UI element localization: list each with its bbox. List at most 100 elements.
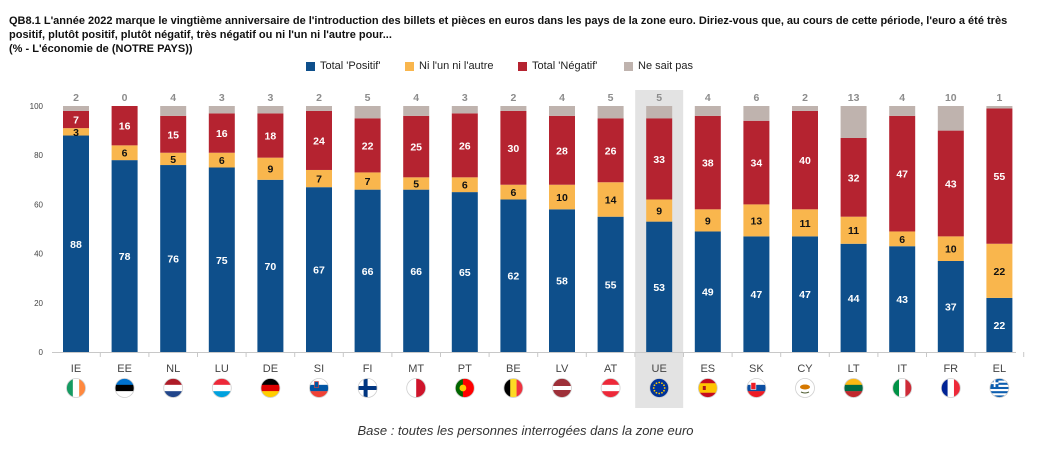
- data-label-nsp: 2: [73, 92, 79, 104]
- bar-segment-ni: [646, 199, 673, 222]
- y-tick-label: 80: [34, 151, 43, 160]
- bar-segment-ni: [160, 152, 187, 166]
- lu-flag-icon: [211, 378, 232, 398]
- data-label-positif: 47: [799, 289, 811, 301]
- bar-segment-ni: [208, 152, 235, 168]
- bar-segment-ni: [986, 243, 1013, 298]
- data-label-nsp: 2: [316, 92, 322, 104]
- data-label-negatif: 30: [508, 143, 520, 155]
- data-label-nsp: 1: [996, 92, 1002, 104]
- data-label-positif: 44: [848, 293, 860, 305]
- y-tick-label: 60: [34, 200, 43, 209]
- bar-segment-negatif: [306, 110, 332, 170]
- y-tick-label: 0: [39, 348, 44, 357]
- y-tick-label: 20: [34, 299, 43, 308]
- bar-segment-positif: [597, 216, 624, 352]
- fr-flag-icon: [940, 378, 961, 398]
- data-label-positif: 65: [459, 267, 471, 279]
- bar-segment-negatif: [549, 115, 575, 185]
- bar-segment-nsp: [694, 106, 721, 116]
- bar-segment-positif: [986, 297, 1013, 352]
- bar-segment-nsp: [743, 106, 770, 121]
- title-line-1: QB8.1 L'année 2022 marque le vingtième a…: [9, 15, 1008, 27]
- data-label-ni: 9: [705, 215, 711, 227]
- title-line-3: (% - L'économie de (NOTRE PAYS)): [9, 43, 193, 55]
- data-label-negatif: 38: [702, 158, 714, 170]
- data-label-negatif: 33: [653, 154, 665, 166]
- legend-swatch: [518, 61, 527, 71]
- bar-segment-nsp: [646, 106, 673, 119]
- data-label-ni: 3: [73, 127, 79, 139]
- data-label-positif: 76: [167, 254, 179, 266]
- legend-swatch: [306, 61, 315, 71]
- category-label: SI: [314, 363, 324, 375]
- bar-segment-negatif: [646, 118, 673, 200]
- bar-segment-negatif: [451, 113, 478, 178]
- bar-segment-positif: [646, 221, 673, 352]
- data-label-nsp: 0: [122, 92, 128, 104]
- bar-segment-negatif: [889, 115, 916, 232]
- bar-segment-positif: [354, 189, 381, 352]
- legend-label: Ne sait pas: [638, 60, 694, 72]
- data-label-ni: 10: [945, 244, 957, 256]
- data-label-ni: 14: [605, 194, 617, 206]
- bar-segment-positif: [549, 209, 575, 352]
- bar-segment-positif: [403, 189, 430, 352]
- category-label: LT: [848, 363, 860, 375]
- bar-segment-positif: [743, 236, 770, 352]
- bar-segment-nsp: [937, 106, 964, 131]
- data-label-positif: 49: [702, 287, 714, 299]
- es-flag-icon: [697, 378, 718, 398]
- data-label-negatif: 22: [362, 140, 374, 152]
- bar-segment-nsp: [306, 106, 332, 111]
- data-label-nsp: 10: [945, 92, 957, 104]
- bar-segment-ni: [451, 177, 478, 193]
- data-label-ni: 5: [170, 154, 176, 166]
- bar-segment-nsp: [63, 106, 89, 111]
- data-label-positif: 66: [362, 266, 374, 278]
- chart-legend: Total 'Positif' Ni l'un ni l'autre Total '…: [0, 60, 1051, 76]
- bar-segment-negatif: [840, 137, 867, 217]
- de-flag-icon: [260, 378, 281, 398]
- bar-segment-positif: [937, 260, 964, 352]
- data-label-positif: 62: [508, 271, 520, 283]
- bar-segment-ni: [500, 184, 527, 200]
- bar-segment-nsp: [451, 106, 478, 114]
- title-line-2: positif, plutôt positif, plutôt négatif,…: [9, 29, 392, 41]
- bar-segment-positif: [451, 192, 478, 352]
- bar-segment-negatif: [63, 110, 89, 129]
- bar-segment-nsp: [889, 106, 916, 116]
- bar-segment-positif: [257, 179, 284, 352]
- data-label-ni: 6: [510, 187, 516, 199]
- data-label-positif: 78: [119, 251, 131, 263]
- legend-swatch: [405, 61, 414, 71]
- eu-flag-icon: [649, 378, 670, 398]
- bar-segment-positif: [160, 165, 187, 352]
- data-label-nsp: 5: [656, 92, 662, 104]
- data-label-negatif: 26: [605, 145, 617, 157]
- data-label-negatif: 26: [459, 140, 471, 152]
- data-label-nsp: 5: [365, 92, 371, 104]
- data-label-positif: 58: [556, 276, 568, 288]
- bar-segment-negatif: [694, 115, 721, 210]
- bar-segment-negatif: [403, 115, 430, 178]
- bar-segment-nsp: [597, 106, 624, 119]
- bar-segment-negatif: [597, 118, 624, 183]
- data-label-positif: 53: [653, 282, 665, 294]
- bar-segment-positif: [208, 167, 235, 352]
- y-tick-label: 100: [30, 102, 44, 111]
- bar-segment-ni: [743, 204, 770, 237]
- bar-segment-ni: [257, 157, 284, 180]
- bar-segment-negatif: [111, 106, 138, 146]
- data-label-positif: 70: [265, 261, 277, 273]
- category-label: SK: [749, 363, 764, 375]
- sk-flag-icon: [746, 378, 767, 398]
- bar-segment-positif: [792, 236, 818, 352]
- data-label-nsp: 6: [753, 92, 759, 104]
- data-label-ni: 10: [556, 192, 568, 204]
- data-label-negatif: 24: [313, 135, 325, 147]
- category-label: UE: [652, 363, 667, 375]
- bar-segment-ni: [354, 172, 381, 190]
- category-label: CY: [797, 363, 813, 375]
